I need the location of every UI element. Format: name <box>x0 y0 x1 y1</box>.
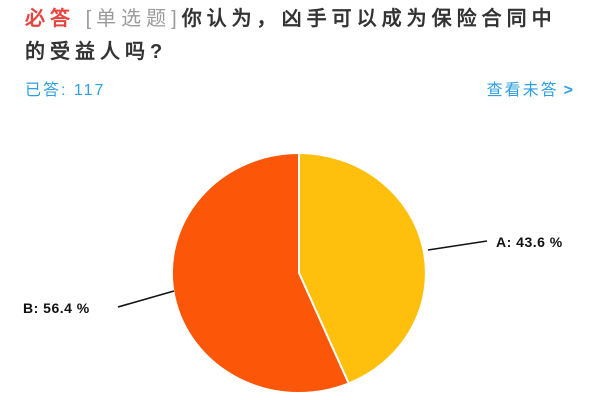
answered-status: 已答: 117 <box>25 79 105 103</box>
pie-label-a: A: 43.6 % <box>496 234 563 250</box>
pie-label-b: B: 56.4 % <box>23 300 90 316</box>
required-badge: 必答 <box>25 8 75 30</box>
question-title: 必答 [单选题]你认为，凶手可以成为保险合同中的受益人吗? <box>25 3 575 69</box>
question-header: 必答 [单选题]你认为，凶手可以成为保险合同中的受益人吗? 已答: 117 查看… <box>0 0 600 103</box>
question-text: 你认为，凶手可以成为保险合同中的受益人吗? <box>25 8 557 63</box>
chevron-right-icon: > <box>563 82 575 99</box>
pie-slice-b <box>170 152 350 394</box>
meta-row: 已答: 117 查看未答 > <box>25 79 575 103</box>
view-unanswered-label: 查看未答 <box>486 82 559 99</box>
view-unanswered-link[interactable]: 查看未答 > <box>487 79 575 103</box>
answered-label: 已答: <box>25 82 68 99</box>
pie-slices <box>170 152 427 394</box>
pie-slice-a <box>298 152 427 385</box>
answered-count: 117 <box>73 82 106 99</box>
question-type-badge: [单选题] <box>85 8 182 30</box>
pie-chart <box>117 152 488 394</box>
leader-line-a <box>427 240 488 251</box>
leader-line-b <box>117 290 175 308</box>
